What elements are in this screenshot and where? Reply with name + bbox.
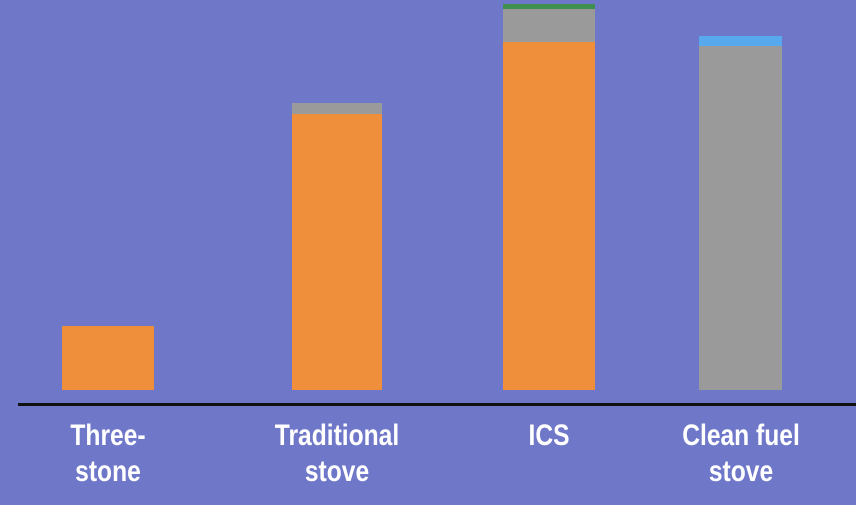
bar-segment [699,35,782,46]
x-tick-label: ICS [528,419,570,452]
bar-segment [699,46,782,390]
axis-line [18,403,856,406]
bar-segment [503,42,595,390]
bar-segment [503,3,595,9]
x-tick-label: Clean fuel stove [681,419,800,488]
bar-segment [292,102,382,114]
x-tick-label: Three- stone [70,419,146,488]
bar-segment [292,113,382,390]
bar-segment [503,8,595,43]
x-tick-label: Traditional stove [274,419,400,488]
bar-segment [62,326,154,390]
